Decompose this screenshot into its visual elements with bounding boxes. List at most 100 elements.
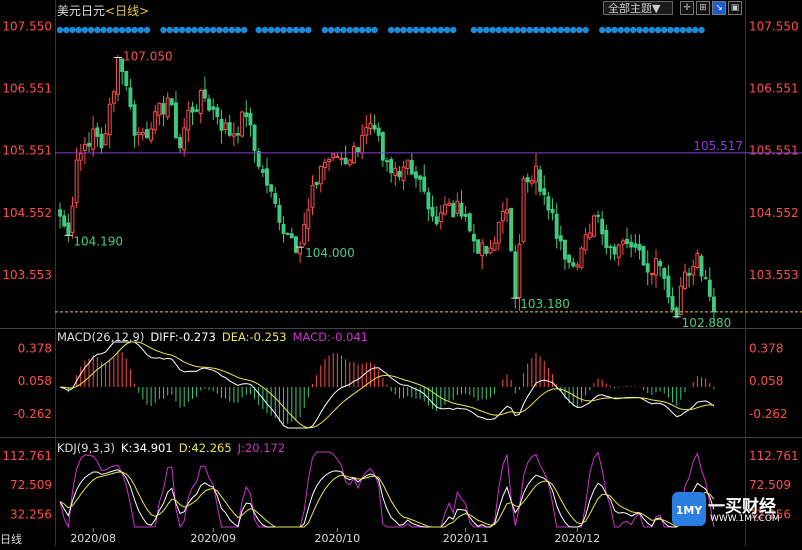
candle-body xyxy=(612,246,617,255)
zoom-in-icon[interactable]: ⊞ xyxy=(696,1,710,15)
candle-body xyxy=(178,137,183,149)
price-axis-label-left: 107.550 xyxy=(2,19,52,33)
event-dot xyxy=(228,26,236,34)
candle-body xyxy=(492,242,497,251)
candle-body xyxy=(215,107,220,118)
candle-body xyxy=(480,242,485,257)
candle-body xyxy=(376,127,381,136)
chart-type-icon[interactable]: ↘ xyxy=(712,1,726,15)
candle-body xyxy=(550,208,555,214)
kdj-params: KDJ(9,3,3) xyxy=(57,441,116,455)
event-dot xyxy=(605,26,612,34)
event-dot xyxy=(112,26,120,34)
event-dot xyxy=(623,26,631,34)
candle-body xyxy=(173,102,178,139)
price-axis-label-right: 103.553 xyxy=(749,268,799,282)
candle-body xyxy=(149,128,154,141)
event-dot xyxy=(661,26,668,34)
event-dot xyxy=(476,26,484,34)
candle-body xyxy=(145,128,149,139)
candle-body xyxy=(380,132,385,161)
macd-dea-value: DEA:-0.253 xyxy=(221,330,287,344)
event-dot xyxy=(526,26,533,34)
event-dot xyxy=(685,26,693,34)
candle-body xyxy=(66,222,71,236)
event-dot xyxy=(172,26,180,34)
price-axis-label-right: 106.551 xyxy=(749,82,799,96)
crosshair-icon[interactable]: ✛ xyxy=(680,1,694,15)
event-dot xyxy=(501,26,509,34)
event-dot xyxy=(305,26,312,34)
candle-body xyxy=(616,244,621,258)
event-dot xyxy=(286,26,293,34)
event-dot xyxy=(545,26,552,34)
event-dot xyxy=(598,26,606,34)
price-annotation: 104.000 xyxy=(305,246,355,260)
event-dot xyxy=(365,26,372,34)
toggle-icon[interactable]: ▣ xyxy=(728,1,742,15)
event-dot xyxy=(327,26,335,34)
candle-body xyxy=(691,265,696,276)
candle-body xyxy=(418,175,423,180)
event-dot xyxy=(582,26,589,34)
candle-body xyxy=(563,239,567,260)
candle-body xyxy=(198,89,203,114)
symbol-name: 美元日元 xyxy=(57,4,106,18)
period-selector[interactable]: <日线> xyxy=(105,4,150,18)
event-dot xyxy=(298,26,306,34)
event-dot xyxy=(185,26,192,34)
candle-body xyxy=(116,57,120,95)
kdj-legend: KDJ(9,3,3) K:34.901 D:42.265 J:20.172 xyxy=(57,441,291,455)
candle-body xyxy=(430,206,435,217)
event-dot xyxy=(394,26,401,34)
candle-body xyxy=(711,296,716,313)
event-dot xyxy=(514,26,521,34)
candle-body xyxy=(302,224,307,245)
candle-body xyxy=(471,233,476,242)
event-dot xyxy=(489,26,496,34)
candle-body xyxy=(219,118,224,131)
candle-body xyxy=(161,103,166,115)
candle-body xyxy=(372,124,377,130)
candle-body xyxy=(322,161,327,168)
candle-body xyxy=(124,70,129,87)
candle-body xyxy=(231,133,236,137)
candle-body xyxy=(513,251,518,299)
candle-body xyxy=(111,91,116,104)
candle-body xyxy=(608,246,613,249)
candle-body xyxy=(223,122,228,131)
event-dot xyxy=(400,26,407,34)
candle-body xyxy=(182,127,187,151)
kdj-axis-label-left: 72.509 xyxy=(10,478,52,492)
event-dot xyxy=(450,26,457,34)
event-dot xyxy=(63,26,70,34)
event-dot xyxy=(563,26,571,34)
event-dot xyxy=(69,26,76,34)
candle-body xyxy=(517,243,522,299)
candle-body xyxy=(314,181,319,186)
candle-body xyxy=(620,240,625,245)
candle-body xyxy=(629,241,634,248)
candle-body xyxy=(567,254,572,263)
candle-body xyxy=(103,133,108,146)
event-dot xyxy=(570,26,577,34)
event-dot xyxy=(321,26,329,34)
event-dot xyxy=(642,26,649,34)
candle-body xyxy=(244,112,249,118)
theme-selector-button[interactable]: 全部主题▼ xyxy=(603,1,673,15)
price-axis-label-right: 105.551 xyxy=(749,144,799,158)
candle-body xyxy=(256,151,261,167)
candle-body xyxy=(157,102,162,116)
period-tab[interactable]: 日线 xyxy=(0,533,22,546)
brand-logo: 1MY 一买财经 WWW.1MY.COM xyxy=(670,490,800,530)
candle-body xyxy=(153,111,158,131)
price-annotation: 102.880 xyxy=(682,316,732,330)
event-dot xyxy=(352,26,360,34)
event-dot xyxy=(532,26,540,34)
event-dot xyxy=(538,26,546,34)
candle-body xyxy=(339,157,344,160)
candle-body xyxy=(95,127,100,137)
event-dot xyxy=(418,26,426,34)
